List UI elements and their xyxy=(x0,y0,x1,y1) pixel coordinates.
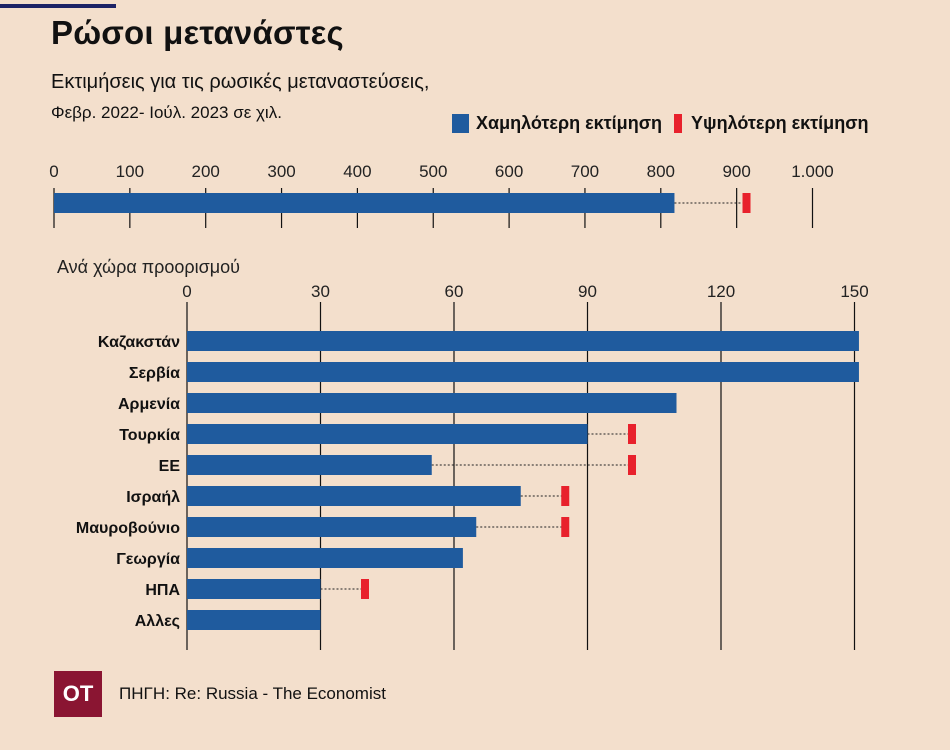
bar-low xyxy=(187,362,859,382)
category-label: Μαυροβούνιο xyxy=(76,520,180,537)
tick-label: 30 xyxy=(311,282,330,301)
category-label: ΗΠΑ xyxy=(145,582,180,599)
marker-high xyxy=(561,486,570,506)
category-label: Γεωργία xyxy=(116,551,180,568)
category-label: Καζακστάν xyxy=(98,334,180,351)
tick-label: 0 xyxy=(182,282,191,301)
tick-label: 400 xyxy=(343,162,371,181)
category-label: Αλλες xyxy=(135,613,180,630)
chart-subtitle: Εκτιμήσεις για τις ρωσικές μεταναστεύσει… xyxy=(51,71,430,93)
bar-low xyxy=(187,579,321,599)
category-label: Τουρκία xyxy=(119,427,180,444)
bar-low xyxy=(187,331,859,351)
tick-label: 900 xyxy=(722,162,750,181)
tick-label: 1.000 xyxy=(791,162,834,181)
legend-high-swatch xyxy=(674,114,683,133)
bar-low xyxy=(187,610,321,630)
marker-high xyxy=(561,517,570,537)
legend-high-label: Υψηλότερη εκτίμηση xyxy=(691,113,869,133)
tick-label: 60 xyxy=(445,282,464,301)
legend-low-swatch xyxy=(452,114,469,133)
legend: Χαμηλότερη εκτίμηση Υψηλότερη εκτίμηση xyxy=(452,113,869,134)
bar-low-total xyxy=(54,193,675,213)
category-label: Σερβία xyxy=(129,365,180,382)
tick-label: 150 xyxy=(840,282,868,301)
tick-label: 0 xyxy=(49,162,58,181)
marker-high xyxy=(361,579,369,599)
marker-high-total xyxy=(742,193,751,213)
tick-label: 800 xyxy=(647,162,675,181)
category-label: ΕΕ xyxy=(159,458,181,475)
bar-low xyxy=(187,517,477,537)
bar-low xyxy=(187,455,432,475)
tick-label: 200 xyxy=(192,162,220,181)
tick-label: 100 xyxy=(116,162,144,181)
category-label: Ισραήλ xyxy=(126,489,180,506)
marker-high xyxy=(628,455,636,475)
legend-low-label: Χαμηλότερη εκτίμηση xyxy=(476,113,663,133)
bar-low xyxy=(187,424,588,444)
category-label: Αρμενία xyxy=(118,396,180,413)
tick-label: 500 xyxy=(419,162,447,181)
bar-low xyxy=(187,393,677,413)
tick-label: 700 xyxy=(571,162,599,181)
source-note: ΠΗΓΗ: Re: Russia - The Economist xyxy=(119,684,386,703)
tick-label: 600 xyxy=(495,162,523,181)
section-title: Ανά χώρα προορισμού xyxy=(57,257,240,277)
chart-title: Ρώσοι μετανάστες xyxy=(51,14,344,51)
bar-low xyxy=(187,486,521,506)
bar-low xyxy=(187,548,463,568)
tick-label: 120 xyxy=(707,282,735,301)
tick-label: 90 xyxy=(578,282,597,301)
chart-subtitle-period: Φεβρ. 2022- Ιούλ. 2023 σε χιλ. xyxy=(51,103,282,122)
accent-line xyxy=(0,4,116,8)
tick-label: 300 xyxy=(267,162,295,181)
marker-high xyxy=(628,424,636,444)
brand-logo: OT xyxy=(54,671,102,717)
